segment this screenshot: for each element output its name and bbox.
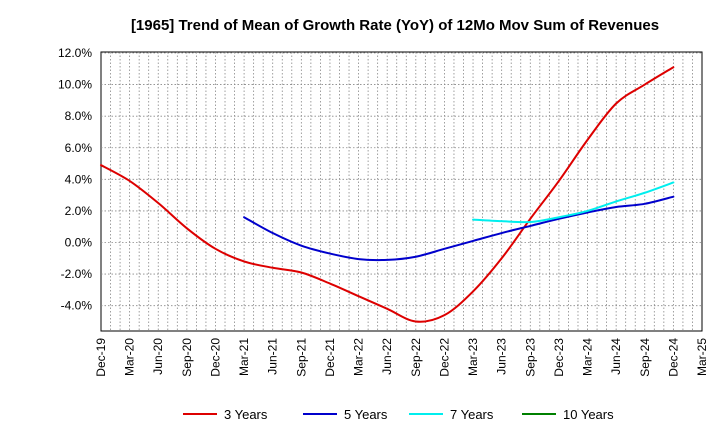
y-axis: 12.0% 10.0% 8.0% 6.0% 4.0% 2.0% 0.0% -2.0% -4.0%: [58, 46, 92, 313]
y-tick-label: 0.0%: [65, 236, 93, 250]
x-tick-label: Sep-24: [638, 338, 652, 377]
x-tick-label: Jun-23: [495, 338, 509, 375]
y-tick-label: 8.0%: [65, 109, 93, 123]
x-tick-label: Mar-24: [581, 338, 595, 376]
plot-area: [100, 51, 703, 332]
legend: 3 Years 5 Years 7 Years 10 Years: [183, 407, 614, 422]
x-tick-label: Sep-20: [180, 338, 194, 377]
x-tick-label: Jun-20: [151, 338, 165, 375]
x-axis: Dec-19 Mar-20 Jun-20 Sep-20 Dec-20 Mar-21 Jun-…: [94, 338, 709, 377]
x-tick-label: Jun-21: [266, 338, 280, 375]
legend-label: 5 Years: [344, 407, 388, 422]
x-tick-label: Dec-22: [437, 338, 451, 377]
legend-label: 3 Years: [224, 407, 268, 422]
x-tick-label: Dec-24: [666, 338, 680, 377]
x-tick-label: Sep-22: [409, 338, 423, 377]
x-tick-label: Dec-19: [94, 338, 108, 377]
series-line-5-years: [243, 195, 675, 262]
grid: [101, 52, 702, 331]
series-line-7-years: [472, 181, 675, 224]
x-tick-label: Mar-21: [237, 338, 251, 376]
x-tick-label: Dec-20: [208, 338, 222, 377]
y-tick-label: 2.0%: [65, 204, 93, 218]
y-tick-label: 4.0%: [65, 172, 93, 186]
x-tick-label: Jun-24: [609, 338, 623, 375]
x-tick-label: Mar-22: [352, 338, 366, 376]
legend-label: 7 Years: [450, 407, 494, 422]
chart-title: [1965] Trend of Mean of Growth Rate (YoY…: [131, 17, 659, 34]
x-tick-label: Mar-25: [695, 338, 709, 376]
x-tick-label: Dec-21: [323, 338, 337, 377]
x-tick-label: Sep-21: [294, 338, 308, 377]
y-tick-label: -2.0%: [61, 267, 93, 281]
series-line-3-years: [100, 66, 675, 323]
x-tick-label: Mar-23: [466, 338, 480, 376]
x-tick-label: Dec-23: [552, 338, 566, 377]
legend-label: 10 Years: [563, 407, 614, 422]
series-lines: [100, 66, 675, 323]
y-tick-label: 12.0%: [58, 46, 92, 60]
x-tick-label: Sep-23: [523, 338, 537, 377]
y-tick-label: 6.0%: [65, 141, 93, 155]
x-tick-label: Mar-20: [123, 338, 137, 376]
x-tick-label: Jun-22: [380, 338, 394, 375]
y-tick-label: 10.0%: [58, 78, 92, 92]
y-tick-label: -4.0%: [61, 299, 93, 313]
